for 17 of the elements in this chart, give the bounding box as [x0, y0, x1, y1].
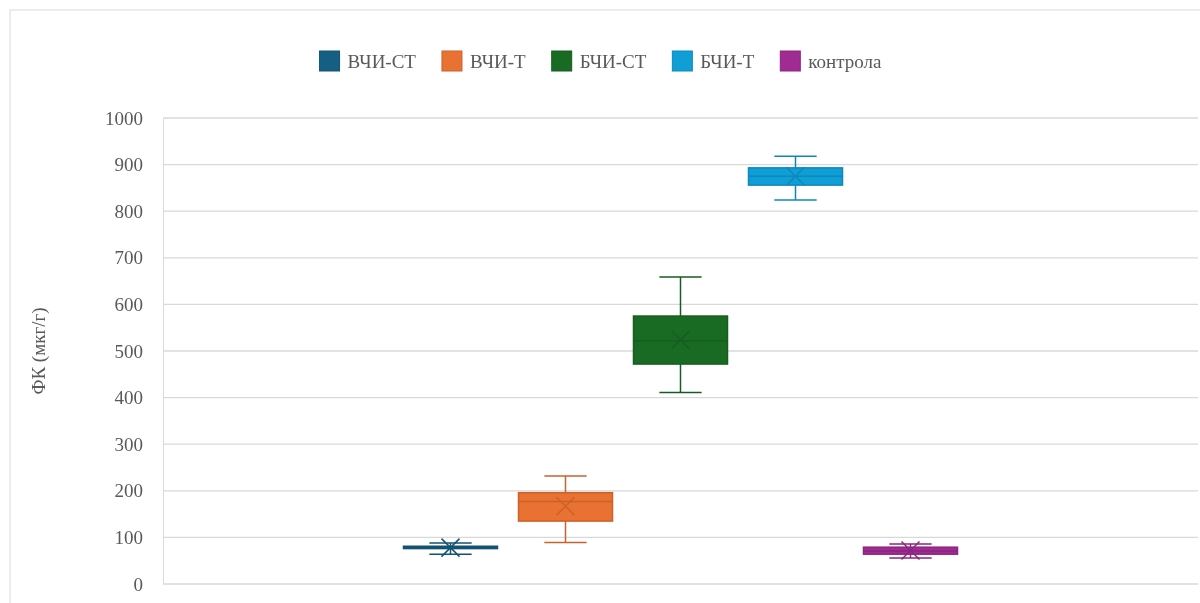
y-tick-label: 1000 — [105, 107, 143, 129]
legend-label: ВЧИ-Т — [469, 51, 527, 72]
y-axis-title: ФК (мкг/г) — [28, 307, 50, 395]
y-tick-label: 300 — [114, 433, 143, 455]
y-tick-label: 100 — [114, 526, 143, 548]
y-tick-label: 0 — [133, 573, 143, 595]
y-tick-label: 500 — [114, 340, 143, 362]
y-tick-label: 900 — [114, 154, 143, 176]
y-tick-label: 700 — [114, 247, 143, 269]
y-tick-label: 600 — [114, 293, 143, 315]
legend-label: ВЧИ-СТ — [347, 51, 417, 72]
y-tick-label: 800 — [114, 200, 143, 222]
legend-label: БЧИ-СТ — [579, 51, 647, 72]
legend-label: контрола — [808, 51, 882, 72]
y-tick-label: 400 — [114, 387, 143, 409]
y-tick-label: 200 — [114, 480, 143, 502]
legend-label: БЧИ-Т — [700, 51, 755, 72]
